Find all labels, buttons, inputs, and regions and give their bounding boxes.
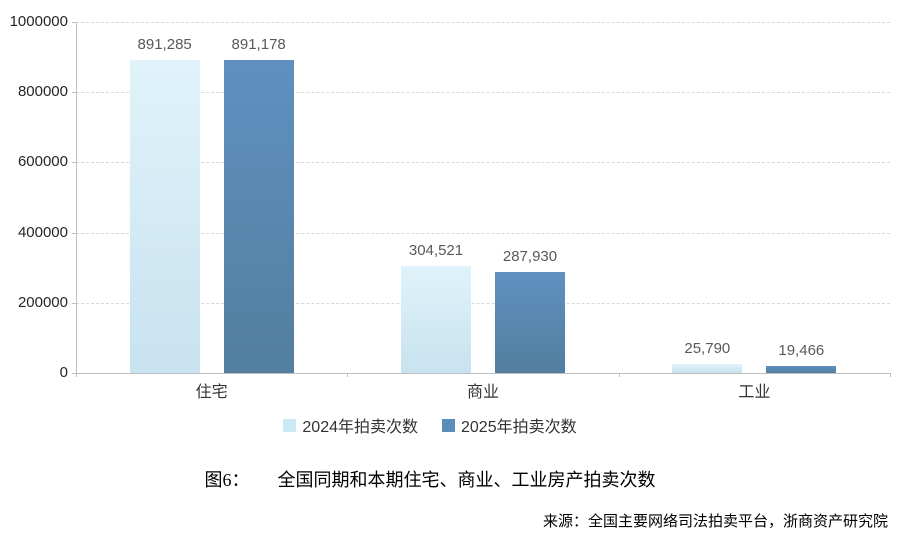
bar-2025年拍卖次数 xyxy=(495,272,565,373)
y-axis-line xyxy=(76,22,77,373)
y-tick-label: 600000 xyxy=(17,153,68,171)
value-label: 891,285 xyxy=(137,36,192,53)
x-axis-tick xyxy=(76,373,77,377)
value-label: 304,521 xyxy=(408,242,464,259)
x-axis-tick xyxy=(347,373,349,377)
y-tick-label: 200000 xyxy=(17,293,68,311)
gridline xyxy=(76,92,890,94)
y-tick-label: 400000 xyxy=(17,223,68,241)
y-tick-label: 0 xyxy=(59,364,68,381)
y-axis-tick xyxy=(72,92,76,94)
value-label: 19,466 xyxy=(778,342,825,359)
gridline xyxy=(76,232,890,234)
y-axis-tick xyxy=(72,22,76,23)
x-axis-line xyxy=(76,373,890,374)
x-axis-tick xyxy=(890,373,891,377)
category-label: 工业 xyxy=(738,384,771,401)
gridline xyxy=(76,162,890,164)
value-label: 25,790 xyxy=(684,340,731,357)
figure-caption: 图6： 全国同期和本期住宅、商业、工业房产拍卖次数 xyxy=(0,466,860,492)
figure-number: 图6： xyxy=(204,470,250,490)
y-axis-tick xyxy=(72,373,76,374)
bar-2024年拍卖次数 xyxy=(401,266,471,373)
legend-label: 2025年拍卖次数 xyxy=(461,419,577,436)
value-label: 891,178 xyxy=(231,36,286,53)
legend-swatch xyxy=(283,418,297,432)
category-label: 住宅 xyxy=(195,384,228,401)
bar-2025年拍卖次数 xyxy=(766,366,837,373)
value-label: 287,930 xyxy=(502,248,558,265)
legend-label: 2024年拍卖次数 xyxy=(302,419,418,436)
y-tick-label: 800000 xyxy=(17,83,68,101)
bar-2025年拍卖次数 xyxy=(223,60,294,373)
y-axis-tick xyxy=(72,162,76,164)
gridline xyxy=(76,302,890,304)
figure-title: 全国同期和本期住宅、商业、工业房产拍卖次数 xyxy=(277,470,656,490)
category-label: 商业 xyxy=(466,384,499,401)
y-tick-label: 1000000 xyxy=(9,13,68,30)
bar-2024年拍卖次数 xyxy=(129,60,200,373)
y-axis-tick xyxy=(72,232,76,234)
legend-item: 2025年拍卖次数 xyxy=(442,413,577,437)
chart-legend: 2024年拍卖次数 2025年拍卖次数 xyxy=(0,413,860,437)
source-note: 来源：全国主要网络司法拍卖平台，浙商资产研究院 xyxy=(542,514,888,530)
y-axis-tick xyxy=(72,302,76,304)
gridline xyxy=(76,22,890,23)
legend-item: 2024年拍卖次数 xyxy=(283,413,418,437)
legend-swatch xyxy=(442,418,455,432)
bar-2024年拍卖次数 xyxy=(672,364,743,373)
x-axis-tick xyxy=(618,373,620,377)
